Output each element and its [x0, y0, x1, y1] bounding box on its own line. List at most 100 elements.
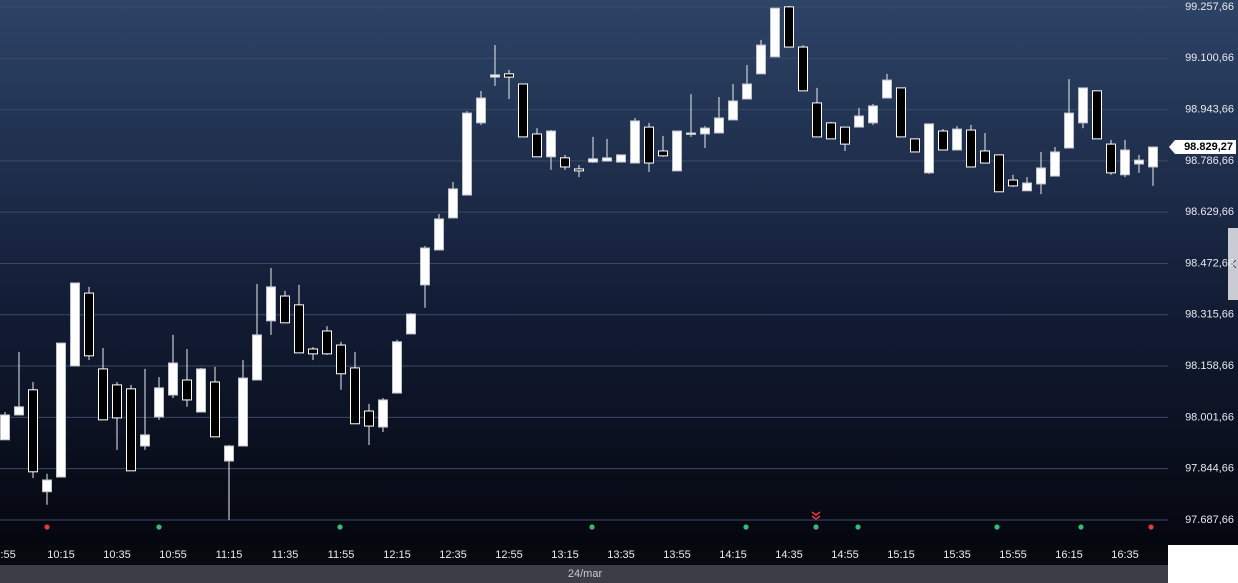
- scroll-arrow: [1231, 259, 1237, 269]
- candle-body: [280, 295, 290, 324]
- candle-body: [616, 154, 626, 163]
- candle-body: [70, 282, 80, 367]
- candle-body: [378, 399, 388, 428]
- candle-body: [966, 129, 976, 168]
- x-tick-label: 12:55: [495, 549, 523, 561]
- y-tick-label: 97.687,66: [1185, 514, 1234, 526]
- candle-body: [700, 127, 710, 135]
- candle-body: [112, 384, 122, 419]
- candle-body: [434, 218, 444, 251]
- signal-dot: [44, 524, 50, 530]
- y-tick-label: 98.472,66: [1185, 257, 1234, 269]
- candle-body: [364, 410, 374, 427]
- candle-body: [490, 74, 500, 78]
- time-axis-band: [0, 545, 1168, 565]
- candle-body: [588, 158, 598, 163]
- candle-body: [252, 334, 262, 381]
- candle-body: [56, 342, 66, 478]
- candle-body: [154, 387, 164, 418]
- candle-body: [420, 247, 430, 286]
- last-price-tag: [1169, 139, 1236, 154]
- y-tick-label: 98.001,66: [1185, 411, 1234, 423]
- candle-body: [714, 117, 724, 134]
- x-tick-label: 14:55: [831, 549, 859, 561]
- candle-body: [126, 388, 136, 472]
- candle-body: [1092, 90, 1102, 140]
- candle-body: [1120, 149, 1130, 176]
- y-tick-label: 98.315,66: [1185, 309, 1234, 321]
- candle-body: [742, 83, 752, 100]
- scroll-handle[interactable]: [1228, 228, 1238, 300]
- x-tick-label: 11:35: [272, 549, 299, 561]
- x-tick-label: 16:35: [1111, 549, 1139, 561]
- candle-body: [266, 286, 276, 322]
- candle-body: [1078, 87, 1088, 124]
- x-tick-label: 15:15: [887, 549, 915, 561]
- candle-body: [14, 406, 24, 416]
- x-tick-label: 15:55: [999, 549, 1027, 561]
- candle-body: [336, 344, 346, 375]
- candle-body: [602, 157, 612, 162]
- y-tick-label: 98.629,66: [1185, 206, 1234, 218]
- signal-dot: [743, 524, 749, 530]
- signal-dot: [855, 524, 861, 530]
- candle-body: [798, 46, 808, 92]
- candle-body: [686, 132, 696, 135]
- signal-dot: [813, 524, 819, 530]
- date-band: [0, 565, 1168, 583]
- x-tick-label: 13:55: [663, 549, 691, 561]
- candle-body: [994, 154, 1004, 193]
- x-tick-label: 10:15: [47, 549, 75, 561]
- signal-dot: [1078, 524, 1084, 530]
- candle-body: [392, 341, 402, 394]
- candle-body: [406, 313, 416, 335]
- candles: [0, 5, 1158, 520]
- candle-body: [1134, 159, 1144, 165]
- last-price-label: 98.829,27: [1184, 141, 1233, 153]
- candle-body: [294, 304, 304, 354]
- x-tick-label: 12:15: [383, 549, 411, 561]
- date-label: 24/mar: [568, 568, 603, 580]
- candle-body: [504, 73, 514, 78]
- candle-body: [210, 381, 220, 438]
- candle-body: [728, 100, 738, 121]
- y-tick-label: 98.786,66: [1185, 155, 1234, 167]
- background: [0, 0, 1238, 545]
- candle-body: [140, 434, 150, 447]
- signal-chevron: [811, 511, 821, 520]
- x-tick-label: 15:35: [943, 549, 971, 561]
- candle-body: [826, 122, 836, 140]
- candle-body: [462, 112, 472, 196]
- candle-body: [812, 102, 822, 138]
- candle-body: [672, 130, 682, 172]
- grid: [0, 6, 1168, 521]
- candle-body: [924, 123, 934, 174]
- y-tick-label: 99.100,66: [1185, 52, 1234, 64]
- candle-body: [182, 379, 192, 401]
- x-tick-label: 14:15: [719, 549, 747, 561]
- signal-dot: [337, 524, 343, 530]
- candle-body: [560, 157, 570, 168]
- candle-body: [938, 130, 948, 151]
- y-tick-label: 98.943,66: [1185, 103, 1234, 115]
- x-tick-label: 9:55: [0, 549, 16, 561]
- signal-dot: [156, 524, 162, 530]
- candle-body: [854, 115, 864, 128]
- candle-body: [868, 105, 878, 124]
- candle-body: [546, 130, 556, 158]
- candle-body: [84, 292, 94, 357]
- y-tick-label: 97.844,66: [1185, 463, 1234, 475]
- candle-body: [350, 367, 360, 425]
- x-tick-label: 11:15: [216, 549, 243, 561]
- candle-body: [644, 126, 654, 164]
- candle-body: [1106, 143, 1116, 174]
- candle-body: [784, 6, 794, 48]
- candle-body: [1064, 112, 1074, 149]
- candle-body: [238, 377, 248, 447]
- x-tick-label: 13:15: [551, 549, 579, 561]
- candle-body: [322, 330, 332, 355]
- candle-body: [196, 368, 206, 413]
- candle-body: [1148, 146, 1158, 168]
- signal-dot: [589, 524, 595, 530]
- candle-body: [756, 44, 766, 75]
